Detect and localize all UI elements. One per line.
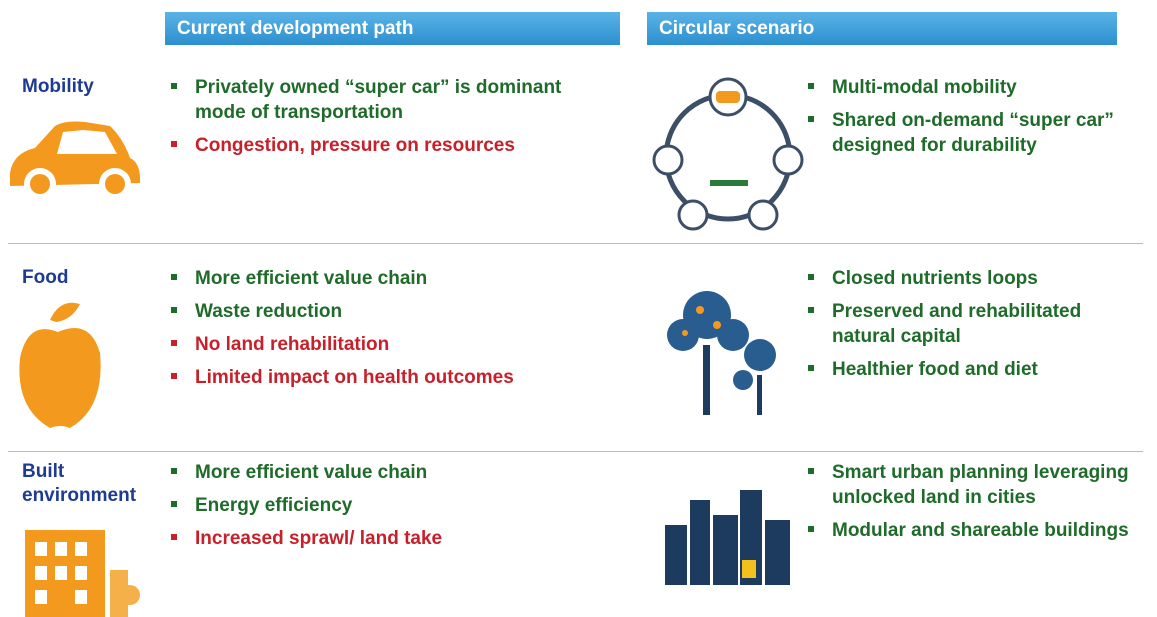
header-current: Current development path (165, 12, 620, 45)
current-item: Increased sprawl/ land take (171, 526, 595, 551)
current-item: Privately owned “super car” is dominant … (171, 75, 595, 125)
separator (8, 451, 1143, 452)
current-item: More efficient value chain (171, 266, 595, 291)
circular-item: Modular and shareable buildings (808, 518, 1132, 543)
row-label: Food (22, 267, 69, 288)
header-circular: Circular scenario (647, 12, 1117, 45)
separator (8, 243, 1143, 244)
circular-item: Healthier food and diet (808, 357, 1132, 382)
trees-icon (667, 291, 776, 415)
circular-item: Closed nutrients loops (808, 266, 1132, 291)
circular-item: Multi-modal mobility (808, 75, 1132, 100)
current-item: Congestion, pressure on resources (171, 133, 595, 158)
circular-item: Shared on-demand “super car” designed fo… (808, 108, 1132, 158)
car-icon (10, 121, 141, 200)
circular-item: Preserved and rehabilitated natural capi… (808, 299, 1132, 349)
row-label: Mobility (22, 76, 94, 97)
city-icon (665, 490, 790, 585)
circular-item: Smart urban planning leveraging unlocked… (808, 460, 1132, 510)
current-item: Waste reduction (171, 299, 595, 324)
mobility-cycle-icon (652, 77, 804, 231)
current-item: Limited impact on health outcomes (171, 365, 595, 390)
current-item: More efficient value chain (171, 460, 595, 485)
apple-icon (19, 302, 101, 428)
current-item: Energy efficiency (171, 493, 595, 518)
building-icon (25, 530, 140, 617)
row-label: Built environment (22, 461, 137, 506)
current-item: No land rehabilitation (171, 332, 595, 357)
